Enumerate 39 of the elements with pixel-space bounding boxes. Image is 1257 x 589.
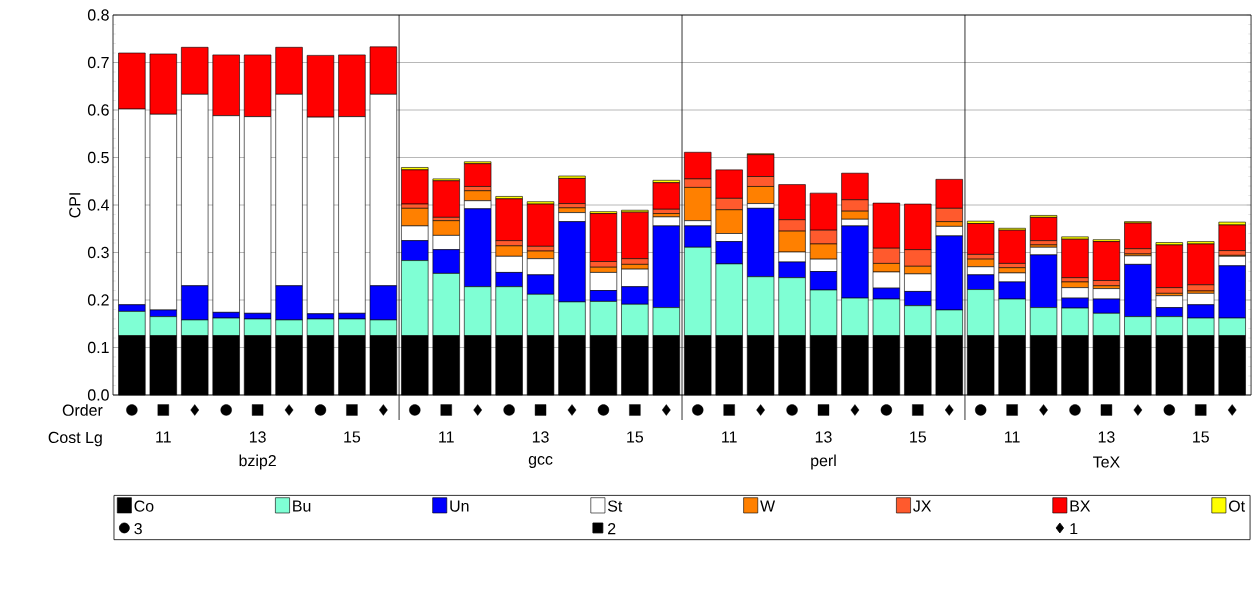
text: 1 (1070, 523, 1078, 535)
y-tick-label: 0.7 (87, 56, 109, 69)
y-tick-label: 0.1 (87, 341, 109, 354)
y-tick-label: 0.5 (87, 151, 109, 164)
text: Order (62, 404, 103, 416)
text: Cost Lg (48, 431, 102, 447)
text: 13 (532, 431, 549, 443)
text: 3 (134, 523, 142, 535)
legend-label: Bu (293, 500, 311, 512)
text: bzip2 (239, 454, 276, 470)
y-tick-label: 0.8 (87, 9, 109, 21)
text: 13 (815, 431, 832, 443)
y-tick-label: 0.2 (87, 294, 109, 306)
legend-label: St (607, 500, 623, 512)
text: 2 (608, 523, 616, 535)
legend-label: Un (450, 500, 469, 512)
text: TeX (1093, 456, 1120, 468)
text: gcc (528, 456, 553, 468)
legend-label: Ot (1228, 500, 1245, 512)
text: 13 (1098, 431, 1115, 443)
y-tick-label: 0.6 (87, 104, 109, 116)
legend-label: BX (1070, 500, 1091, 512)
legend-label: W (760, 500, 776, 512)
text: 15 (1193, 431, 1209, 443)
text: 11 (1005, 431, 1020, 443)
text: 15 (910, 431, 926, 443)
y-tick-label: 0.0 (87, 389, 109, 401)
text: perl (811, 454, 836, 470)
text: 11 (439, 431, 454, 443)
legend-label: Co (134, 500, 154, 512)
y-tick-label: 0.4 (87, 199, 110, 211)
y-tick-label: 0.3 (87, 246, 109, 259)
text: 11 (156, 431, 171, 443)
text: 11 (722, 431, 737, 443)
legend-label: JX (913, 500, 932, 512)
text: 15 (344, 431, 361, 443)
text: 15 (627, 431, 644, 443)
y-axis-title: CPI (69, 193, 81, 218)
text: 13 (249, 431, 266, 443)
